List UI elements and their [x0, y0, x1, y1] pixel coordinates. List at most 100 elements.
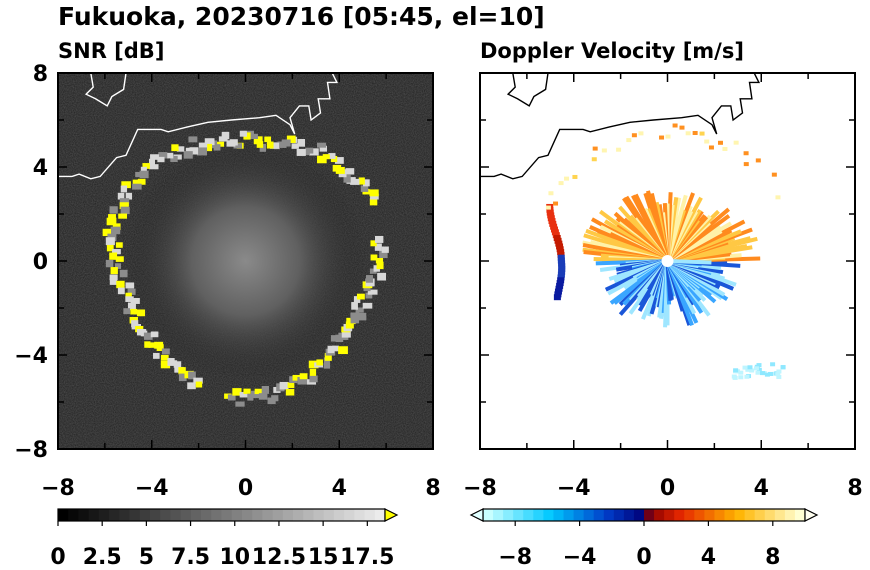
colorbar-segment: [744, 509, 756, 521]
echo-ring: [102, 130, 389, 407]
colorbar-tick-label: 8: [765, 545, 780, 570]
colorbar-tick-label: 2.5: [83, 545, 122, 570]
colorbar-segment: [313, 509, 325, 521]
colorbar-segment: [754, 509, 766, 521]
colorbar-segment: [623, 509, 635, 521]
colorbar-segment: [764, 509, 776, 521]
colorbar-segment: [119, 509, 130, 521]
y-tick-label: −4: [14, 344, 48, 369]
colorbar-segment: [714, 509, 725, 521]
colorbar-segment: [644, 509, 655, 521]
colorbar-segment: [654, 509, 665, 521]
colorbar-segment: [563, 509, 574, 521]
colorbar-segment: [784, 509, 796, 521]
colorbar-segment: [109, 509, 120, 521]
x-tick-label: −8: [463, 476, 497, 501]
coastline: [506, 73, 549, 107]
colorbar-segment: [674, 509, 685, 521]
colorbar-tick-label: 12.5: [252, 545, 306, 570]
colorbar-segment: [98, 509, 110, 521]
colorbar-segment: [180, 509, 192, 521]
x-tick-label: 4: [332, 476, 347, 501]
x-tick-label: 8: [425, 476, 440, 501]
x-tick-label: 8: [847, 476, 862, 501]
y-tick-label: 8: [33, 62, 48, 87]
colorbar-segment: [724, 509, 735, 521]
colorbar-segment: [523, 509, 534, 521]
colorbar-segment: [794, 509, 806, 521]
snr-field: [58, 73, 433, 449]
colorbar-segment: [364, 509, 376, 521]
x-tick-label: 0: [238, 476, 253, 501]
colorbar-segment: [293, 509, 304, 521]
colorbar-segment: [262, 509, 273, 521]
colorbar-segment: [211, 509, 222, 521]
velocity-axes: −8 −4 0 4 8: [463, 72, 863, 501]
snr-colorbar: 0 2.5 5 7.5 10 12.5 15 17.5: [50, 508, 399, 570]
colorbar-tick-label: 4: [701, 545, 716, 570]
x-tick-label: 0: [660, 476, 675, 501]
colorbar-segment: [684, 509, 695, 521]
y-tick-label: 4: [33, 156, 48, 181]
colorbar-segment: [503, 509, 514, 521]
colorbar-segment: [483, 509, 494, 521]
colorbar-segment: [78, 509, 90, 521]
colorbar-tick-label: −4: [563, 545, 597, 570]
colorbar-segment: [231, 509, 243, 521]
velocity-panel: Doppler Velocity [m/s] −8 −4 0 4 8 −8 −4 0 4 8: [463, 39, 863, 570]
colorbar-segment: [170, 509, 182, 521]
colorbar-segment: [139, 509, 151, 521]
coastline: [84, 73, 127, 107]
x-tick-label: 4: [754, 476, 769, 501]
colorbar-segment: [493, 509, 504, 521]
colorbar-segment: [734, 509, 746, 521]
colorbar-segment: [543, 509, 554, 521]
colorbar-segment: [221, 509, 233, 521]
near-range-velocity: [582, 190, 761, 328]
colorbar-segment: [583, 509, 595, 521]
snr-panel-title: SNR [dB]: [58, 39, 164, 63]
colorbar-segment: [333, 509, 345, 521]
colorbar-tick-label: 17.5: [340, 545, 394, 570]
near-range-echo: [125, 141, 366, 381]
colorbar-segment: [68, 509, 79, 521]
colorbar-segment: [774, 509, 786, 521]
colorbar-segment: [272, 509, 284, 521]
snr-panel: SNR [dB] −8 −4 0 4 8 8 4 0 −4 −8 0 2.5 5 7.5 10 12.5 15…: [14, 39, 440, 570]
colorbar-segment: [252, 509, 263, 521]
colorbar-tick-label: −8: [498, 545, 532, 570]
colorbar-segment: [593, 509, 605, 521]
colorbar-segment: [694, 509, 705, 521]
colorbar-segment: [129, 509, 141, 521]
colorbar-segment: [160, 509, 171, 521]
echo-band-north: [545, 123, 781, 210]
velocity-colorbar: −8 −4 0 4 8: [469, 508, 819, 570]
y-tick-label: 0: [33, 250, 48, 275]
coastline: [480, 73, 761, 180]
x-tick-label: −4: [557, 476, 591, 501]
colorbar-extension: [384, 508, 399, 522]
colorbar-tick-label: 0: [636, 545, 651, 570]
colorbar-tick-label: 10: [219, 545, 250, 570]
colorbar-tick-label: 0: [50, 545, 65, 570]
echo-band-west: [546, 203, 566, 301]
colorbar-segment: [633, 509, 645, 521]
colorbar-segment: [190, 509, 202, 521]
colorbar-extension: [469, 508, 484, 522]
figure-title: Fukuoka, 20230716 [05:45, el=10]: [58, 2, 545, 31]
x-tick-label: −4: [135, 476, 169, 501]
colorbar-segment: [241, 509, 253, 521]
colorbar-segment: [664, 509, 675, 521]
colorbar-segment: [553, 509, 564, 521]
colorbar-extension: [804, 508, 819, 522]
colorbar-segment: [88, 509, 100, 521]
velocity-field: [480, 73, 855, 449]
x-tick-label: −8: [41, 476, 75, 501]
colorbar-tick-label: 7.5: [171, 545, 210, 570]
colorbar-segment: [303, 509, 314, 521]
coastline: [58, 73, 339, 180]
velocity-panel-title: Doppler Velocity [m/s]: [480, 39, 744, 63]
colorbar-tick-label: 15: [308, 545, 339, 570]
colorbar-segment: [513, 509, 524, 521]
